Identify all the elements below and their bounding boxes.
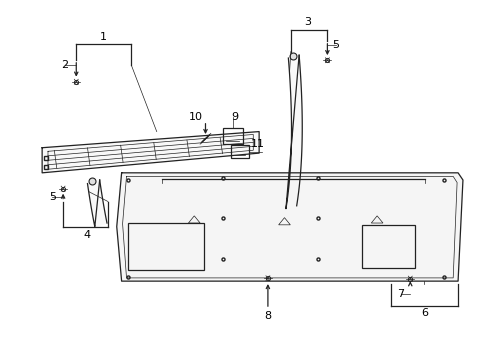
Polygon shape [285, 55, 302, 209]
Polygon shape [87, 180, 107, 226]
Text: 1: 1 [100, 32, 106, 41]
Text: 5: 5 [332, 40, 339, 50]
Polygon shape [117, 173, 462, 281]
Text: 11: 11 [251, 139, 264, 149]
Text: 9: 9 [231, 112, 238, 122]
Text: 10: 10 [188, 112, 203, 122]
Bar [230, 145, 249, 158]
Text: 6: 6 [420, 309, 427, 318]
Text: 8: 8 [264, 311, 271, 321]
Bar [128, 223, 203, 270]
Text: 3: 3 [304, 17, 311, 27]
Text: 7: 7 [396, 289, 403, 299]
Text: 2: 2 [61, 59, 68, 69]
Text: 5: 5 [49, 192, 56, 202]
Bar [361, 225, 414, 268]
Polygon shape [42, 132, 259, 173]
Bar [222, 128, 243, 144]
Text: 4: 4 [84, 230, 91, 240]
